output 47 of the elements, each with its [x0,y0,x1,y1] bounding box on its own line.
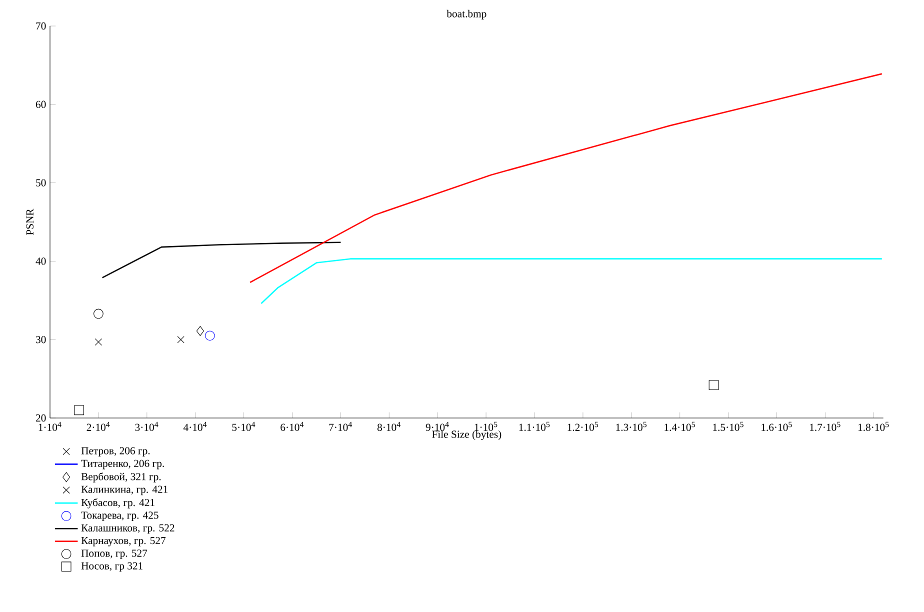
x-tick-label: 1·10$^{4}$ [38,422,62,431]
y-tick-label: 20 [36,414,46,422]
chart-title: boat.bmp [446,10,486,20]
x-tick-label: 1.2·10$^{5}$ [568,422,598,431]
x-tick-label: 1.8·10$^{5}$ [858,422,889,431]
x-axis-title: File Size (bytes) [432,430,502,440]
legend-label: Токарева, гр. 425 [81,512,158,521]
x-tick-label: 1·10$^{5}$ [474,422,498,431]
x-tick-label: 1.7·10$^{5}$ [810,422,840,431]
point [94,308,104,319]
x-tick-label: 3·10$^{4}$ [135,422,158,431]
legend-label: Попов, гр. 527 [81,550,148,559]
legend-label: Калинкина, гр. 421 [81,486,168,496]
x-tick-label: 2·10$^{4}$ [86,422,110,431]
point [196,326,204,336]
x-tick-label: 6·10$^{4}$ [280,422,304,431]
x-tick-label: 1.5·10$^{5}$ [713,422,744,431]
legend-label: Вербовой, 321 гр. [81,472,161,482]
x-tick-label: 9·10$^{4}$ [426,422,449,431]
x-tick-label: 1.6·10$^{5}$ [762,422,792,431]
point [177,336,184,344]
line-series [102,242,342,278]
legend-label: Кубасов, гр. 421 [81,498,154,508]
point [204,330,215,341]
legend-label: Титаренко, 206 гр. [81,460,164,470]
y-axis-title: PSNR [26,208,34,236]
y-tick-label: 50 [36,179,46,186]
x-tick-label: 5·10$^{4}$ [232,422,256,431]
y-tick-label: 60 [36,100,46,108]
x-tick-label: 1.1·10$^{5}$ [519,422,550,431]
x-tick-label: 1.4·10$^{5}$ [664,422,695,431]
point [708,380,719,390]
x-tick-label: 8·10$^{4}$ [377,422,400,431]
legend-label: Калашников, гр. 522 [81,524,174,534]
legend-label: Носов, гр 321 [81,562,142,572]
line-series [260,258,883,304]
point [74,405,84,416]
x-tick-label: 7·10$^{4}$ [329,422,352,431]
x-tick-label: 4·10$^{4}$ [183,422,207,431]
y-tick-label: 40 [36,258,46,265]
legend-label: Петров, 206 гр. [81,447,150,456]
x-tick-label: 1.3·10$^{5}$ [616,422,647,431]
point [94,338,102,346]
y-tick-label: 30 [36,336,46,344]
legend-label: Карнаухов, гр. 527 [81,536,166,546]
line-series [249,73,883,284]
y-tick-label: 70 [36,22,46,30]
